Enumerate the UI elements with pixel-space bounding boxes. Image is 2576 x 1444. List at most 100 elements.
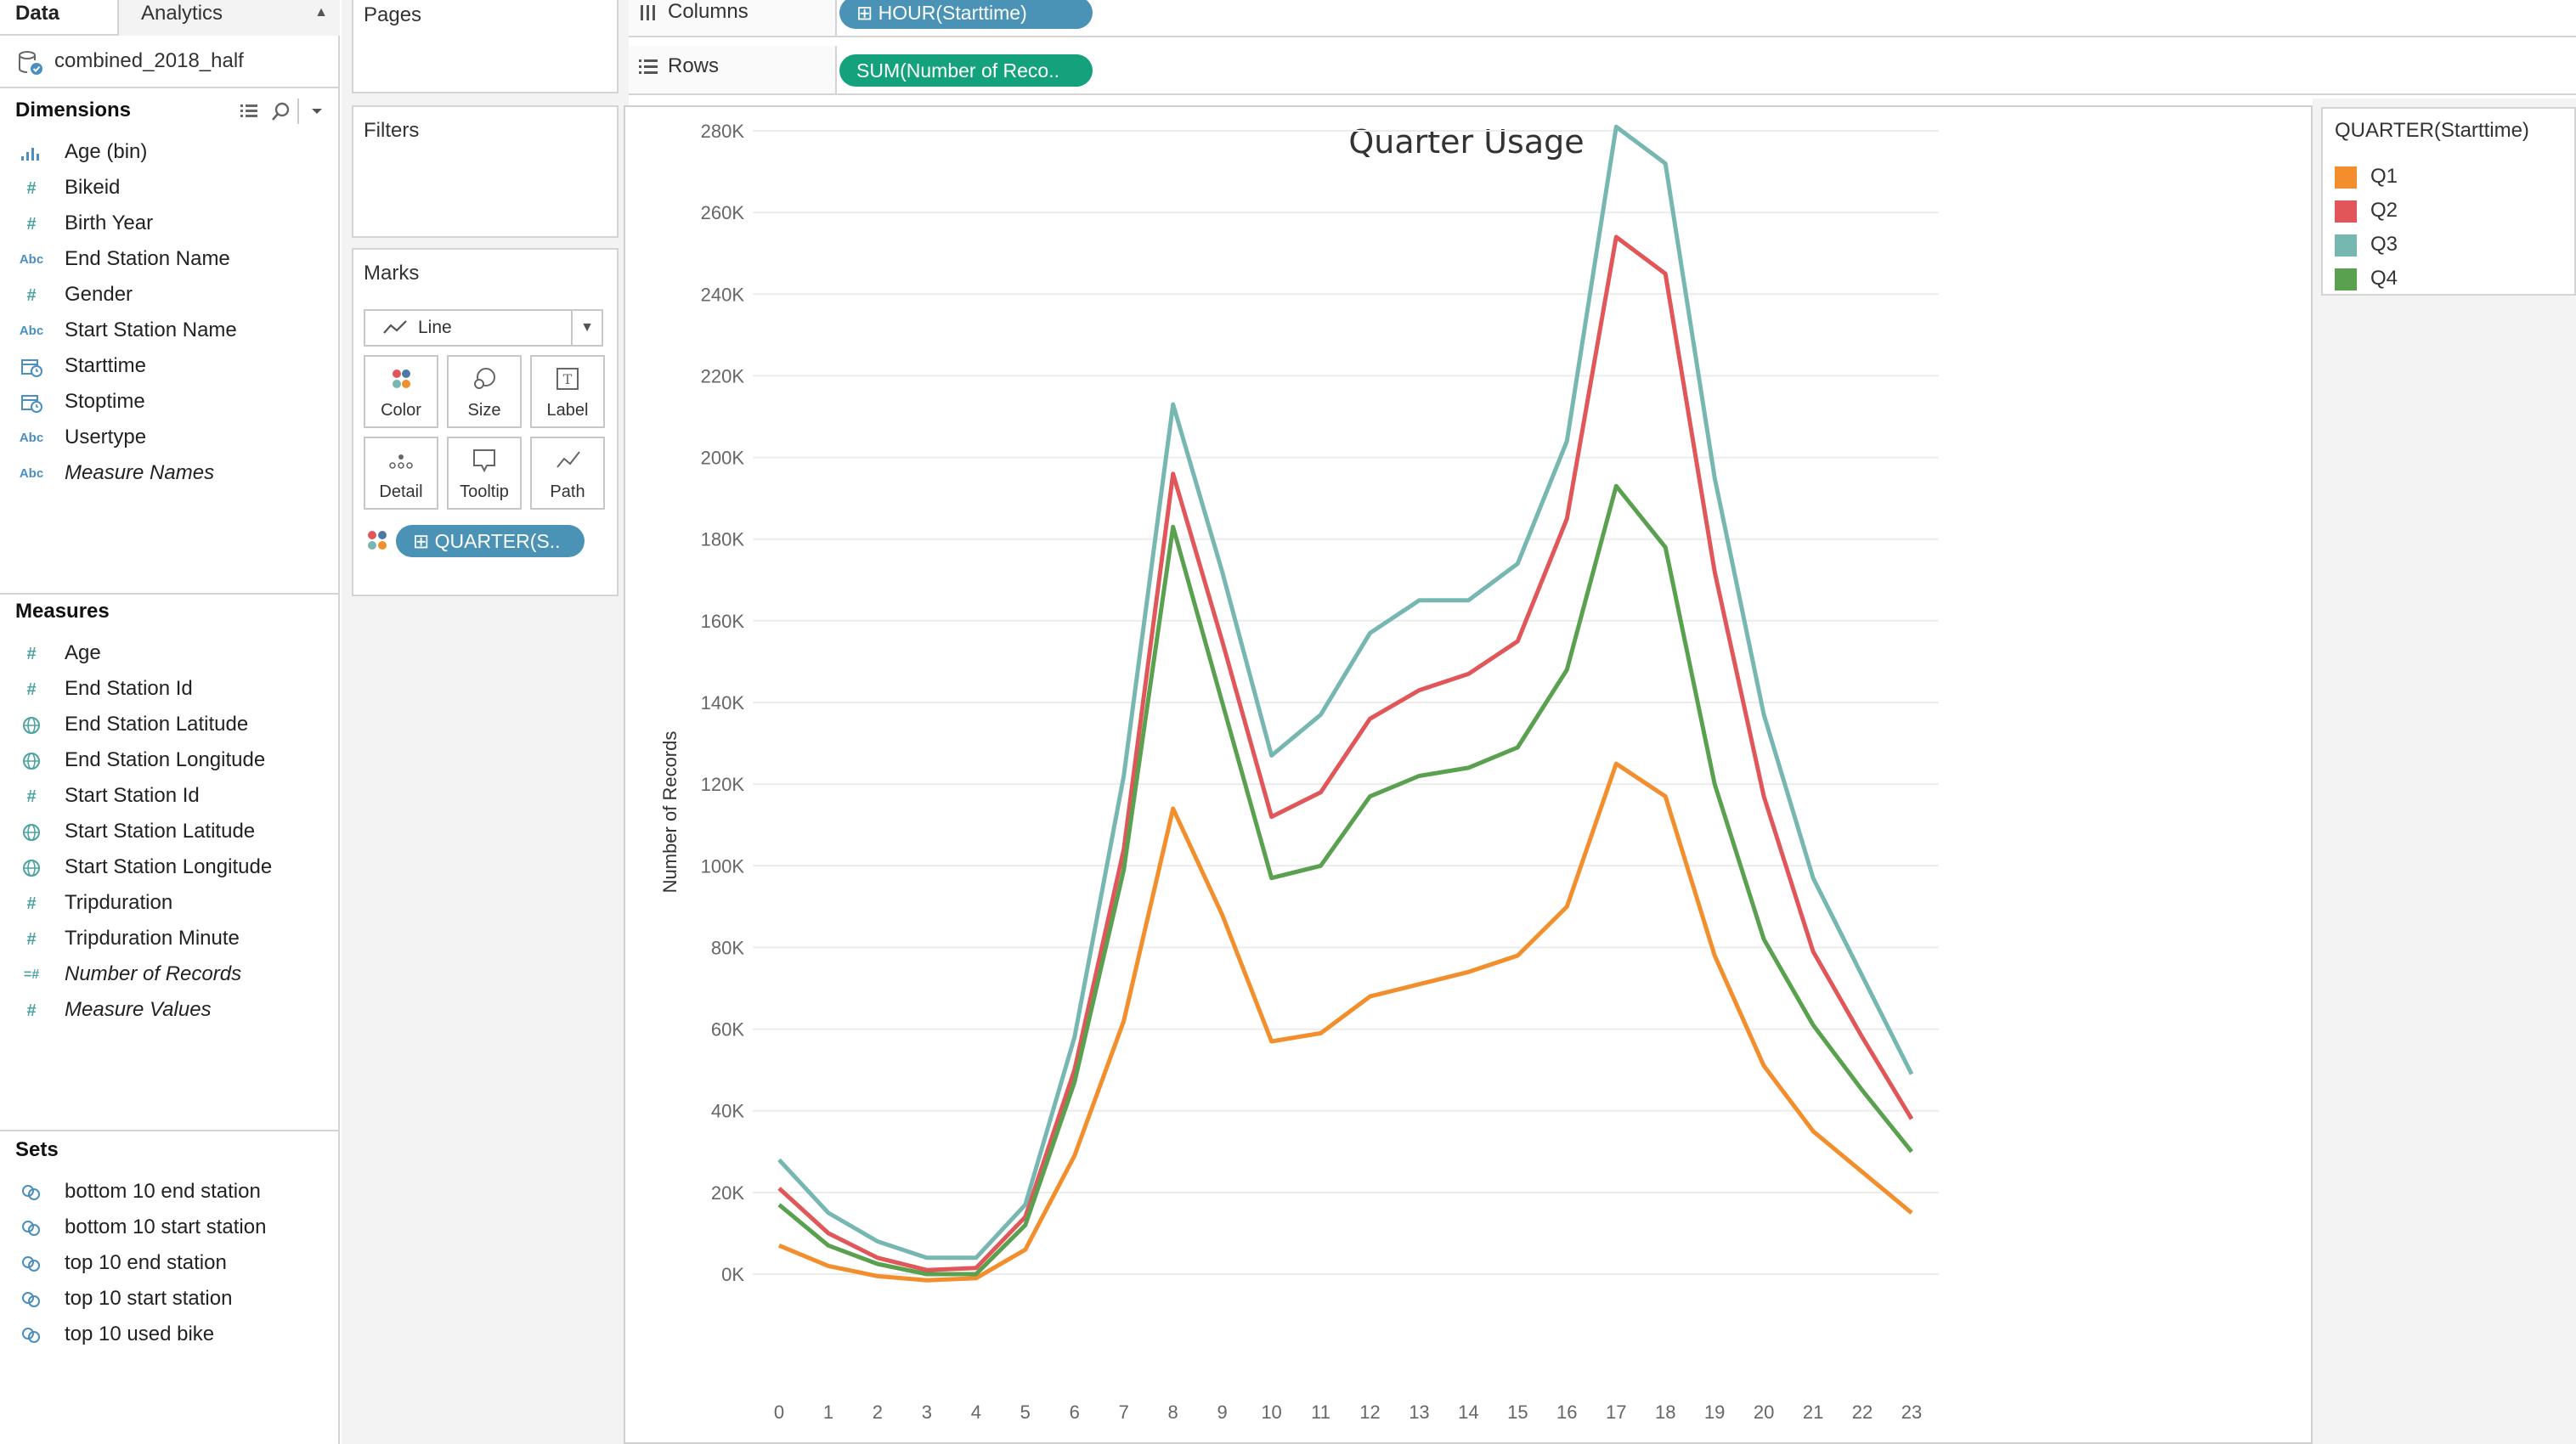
y-tick-label: 60K — [711, 1019, 744, 1041]
dimension-item[interactable]: # Birth Year — [0, 206, 340, 241]
series-line-q2[interactable] — [777, 234, 1914, 1272]
x-tick-label: 14 — [1458, 1402, 1478, 1423]
dimension-item[interactable]: Age (bin) — [0, 134, 340, 170]
sets-list: bottom 10 end station bottom 10 start st… — [0, 1174, 340, 1352]
field-name: Start Station Name — [65, 319, 237, 341]
measure-item[interactable]: # Tripduration — [0, 885, 340, 921]
color-field-pill[interactable]: ⊞ QUARTER(S.. — [396, 525, 585, 557]
field-name: Measure Values — [65, 998, 212, 1021]
measure-item[interactable]: # Start Station Id — [0, 778, 340, 814]
dimension-item[interactable]: Abc Measure Names — [0, 455, 340, 491]
rows-icon — [639, 59, 658, 74]
series-line-q4[interactable] — [777, 483, 1913, 1277]
color-encoding-icon — [368, 531, 387, 550]
globe-icon — [19, 858, 44, 878]
number-icon: # — [26, 787, 37, 806]
measure-item[interactable]: End Station Latitude — [0, 707, 340, 742]
dimension-item[interactable]: Abc Usertype — [0, 420, 340, 455]
rows-shelf-label: Rows — [668, 54, 720, 77]
measures-header: Measures — [15, 600, 110, 623]
color-field-pill-label: QUARTER(S.. — [434, 530, 561, 552]
string-icon: Abc — [19, 324, 44, 338]
set-item[interactable]: top 10 end station — [0, 1245, 340, 1281]
x-tick-label: 0 — [774, 1402, 784, 1423]
chart-view[interactable]: Quarter Usage Number of Records 0K 20K 40K… — [624, 105, 2313, 1444]
tab-analytics[interactable]: Analytics ▲ — [117, 0, 340, 36]
svg-text:T: T — [563, 371, 573, 387]
measure-item[interactable]: =# Number of Records — [0, 956, 340, 992]
field-name: Tripduration — [65, 891, 173, 914]
number-icon: # — [26, 286, 37, 305]
rows-pill[interactable]: SUM(Number of Reco.. — [839, 54, 1093, 87]
dimension-item[interactable]: Abc End Station Name — [0, 241, 340, 277]
number-icon: # — [26, 930, 37, 949]
measure-item[interactable]: # Measure Values — [0, 992, 340, 1028]
columns-pill[interactable]: ⊞ HOUR(Starttime) — [839, 0, 1093, 29]
pages-card-title: Pages — [364, 3, 422, 26]
columns-pill-label: HOUR(Starttime) — [878, 2, 1027, 24]
measure-item[interactable]: # Age — [0, 635, 340, 671]
measure-item[interactable]: Start Station Longitude — [0, 849, 340, 885]
measure-item[interactable]: # Tripduration Minute — [0, 921, 340, 956]
dimension-item[interactable]: Abc Start Station Name — [0, 313, 340, 348]
pages-card[interactable]: Pages — [352, 0, 619, 93]
measures-list: # Age # End Station Id End Station Latit… — [0, 635, 340, 1028]
series-line-q1[interactable] — [778, 761, 1913, 1283]
tab-analytics-label: Analytics — [141, 2, 223, 25]
field-name: End Station Longitude — [65, 748, 266, 771]
set-icon — [19, 1254, 44, 1274]
pane-tab-bar: Data Analytics ▲ — [0, 0, 340, 36]
search-icon[interactable] — [270, 100, 292, 122]
measure-item[interactable]: Start Station Latitude — [0, 814, 340, 849]
number-icon: # — [26, 894, 37, 913]
bin-icon — [19, 143, 44, 163]
field-name: Start Station Latitude — [65, 820, 256, 843]
view-list-icon[interactable] — [238, 100, 260, 122]
x-tick-label: 15 — [1507, 1402, 1528, 1423]
field-name: End Station Latitude — [65, 713, 249, 736]
dimensions-header: Dimensions — [15, 99, 132, 121]
series-lines[interactable] — [777, 124, 1914, 1283]
filters-card[interactable]: Filters — [352, 105, 619, 238]
string-icon: Abc — [19, 466, 44, 481]
tab-data[interactable]: Data — [15, 2, 60, 25]
chevron-down-icon[interactable] — [306, 100, 328, 122]
dimension-item[interactable]: Stoptime — [0, 384, 340, 420]
detail-button[interactable]: Detail — [364, 437, 438, 510]
dimension-item[interactable]: Starttime — [0, 348, 340, 384]
datasource-icon — [19, 51, 42, 75]
legend-swatch — [2335, 166, 2357, 189]
dimension-item[interactable]: # Bikeid — [0, 170, 340, 206]
set-item[interactable]: bottom 10 start station — [0, 1210, 340, 1245]
set-item[interactable]: top 10 start station — [0, 1281, 340, 1317]
tooltip-button[interactable]: Tooltip — [447, 437, 522, 510]
x-tick-label: 11 — [1311, 1402, 1330, 1423]
globe-icon — [19, 751, 44, 771]
y-tick-label: 280K — [701, 121, 745, 142]
mark-type-dropdown[interactable]: Line ▼ — [364, 309, 603, 347]
label-button[interactable]: T Label — [530, 355, 605, 428]
measure-item[interactable]: End Station Longitude — [0, 742, 340, 778]
rows-shelf[interactable]: Rows SUM(Number of Reco.. — [629, 46, 2576, 95]
y-tick-label: 220K — [701, 365, 745, 386]
rows-shelf-label-box: Rows — [629, 46, 837, 93]
dimension-item[interactable]: # Gender — [0, 277, 340, 313]
size-label: Size — [467, 401, 501, 420]
series-line-q3[interactable] — [777, 124, 1914, 1261]
measure-item[interactable]: # End Station Id — [0, 671, 340, 707]
datasource-row[interactable]: combined_2018_half — [0, 36, 340, 88]
color-legend[interactable]: QUARTER(Starttime) Q1 Q2 Q3 Q4 — [2321, 107, 2576, 296]
x-tick-label: 1 — [823, 1402, 833, 1423]
x-tick-label: 6 — [1070, 1402, 1080, 1423]
detail-label: Detail — [379, 482, 423, 501]
columns-shelf[interactable]: Columns ⊞ HOUR(Starttime) — [629, 0, 2576, 37]
x-tick-label: 7 — [1119, 1402, 1129, 1423]
color-button[interactable]: Color — [364, 355, 438, 428]
set-item[interactable]: top 10 used bike — [0, 1317, 340, 1352]
path-button[interactable]: Path — [530, 437, 605, 510]
calculated-number-icon: =# — [23, 967, 40, 982]
size-button[interactable]: Size — [447, 355, 522, 428]
set-item[interactable]: bottom 10 end station — [0, 1174, 340, 1210]
rows-pill-label: SUM(Number of Reco.. — [856, 59, 1060, 82]
line-chart[interactable]: Quarter Usage Number of Records 0K20K40K… — [625, 107, 2311, 1442]
